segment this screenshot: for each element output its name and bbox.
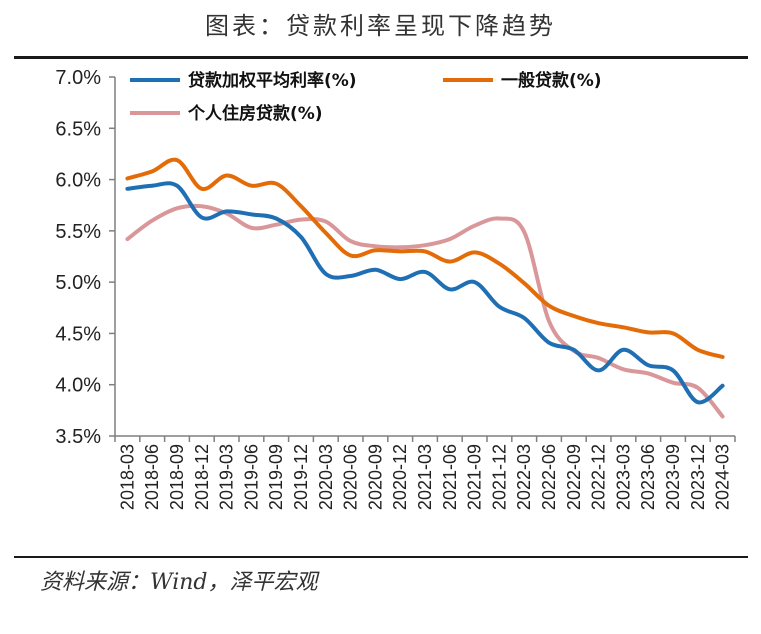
x-tick-label: 2019-06: [241, 444, 261, 510]
x-tick-label: 2021-03: [415, 444, 435, 510]
x-tick-label: 2020-12: [390, 444, 410, 510]
y-tick-label: 7.0%: [55, 67, 101, 89]
source-note: 资料来源：Wind，泽平宏观: [40, 570, 318, 595]
x-tick-label: 2019-12: [291, 444, 311, 510]
y-tick-label: 6.5%: [55, 118, 101, 140]
y-tick-label: 4.0%: [55, 375, 101, 397]
series-line-2: [125, 157, 725, 359]
x-tick-label: 2018-12: [192, 444, 212, 510]
x-tick-label: 2023-06: [638, 444, 658, 510]
x-tick-label: 2022-06: [539, 444, 559, 510]
x-tick-label: 2022-09: [564, 444, 584, 510]
legend-label-1: 贷款加权平均利率(%): [188, 70, 357, 91]
x-tick-label: 2023-09: [663, 444, 683, 510]
x-tick-label: 2020-06: [341, 444, 361, 510]
line-chart: 3.5%4.0%4.5%5.0%5.5%6.0%6.5%7.0%2018-03 2…: [55, 67, 736, 510]
y-tick-label: 3.5%: [55, 426, 101, 448]
x-tick-label: 2022-03: [514, 444, 534, 510]
x-tick-label: 2020-09: [365, 444, 385, 510]
axes: 3.5%4.0%4.5%5.0%5.5%6.0%6.5%7.0%2018-03 2…: [55, 67, 736, 510]
x-tick-label: 2021-09: [465, 444, 485, 510]
x-tick-label: 2022-12: [589, 444, 609, 510]
x-tick-label: 2021-06: [440, 444, 460, 510]
x-tick-label: 2019-03: [217, 444, 237, 510]
bottom-rule: [14, 556, 748, 558]
series-layer: [125, 157, 725, 419]
x-tick-label: 2018-03: [117, 444, 137, 510]
series-line-3: [125, 203, 725, 419]
legend-label-2: 一般贷款(%): [501, 70, 602, 91]
top-rule: [14, 56, 748, 59]
series-line-1: [125, 181, 725, 405]
legend: 贷款加权平均利率(%) 一般贷款(%) 个人住房贷款(%): [130, 70, 602, 124]
legend-label-3: 个人住房贷款(%): [187, 103, 323, 124]
chart-title: 图表：贷款利率呈现下降趋势: [205, 12, 556, 40]
x-tick-label: 2023-03: [613, 444, 633, 510]
x-tick-label: 2020-03: [316, 444, 336, 510]
x-tick-label: 2018-09: [167, 444, 187, 510]
x-tick-label: 2018-06: [142, 444, 162, 510]
x-tick-label: 2023-12: [688, 444, 708, 510]
x-tick-label: 2021-12: [489, 444, 509, 510]
y-tick-label: 6.0%: [55, 170, 101, 192]
x-tick-label: 2024-03: [713, 444, 733, 510]
y-tick-label: 5.5%: [55, 221, 101, 243]
y-tick-label: 5.0%: [55, 272, 101, 294]
x-tick-label: 2019-09: [266, 444, 286, 510]
y-tick-label: 4.5%: [55, 323, 101, 345]
